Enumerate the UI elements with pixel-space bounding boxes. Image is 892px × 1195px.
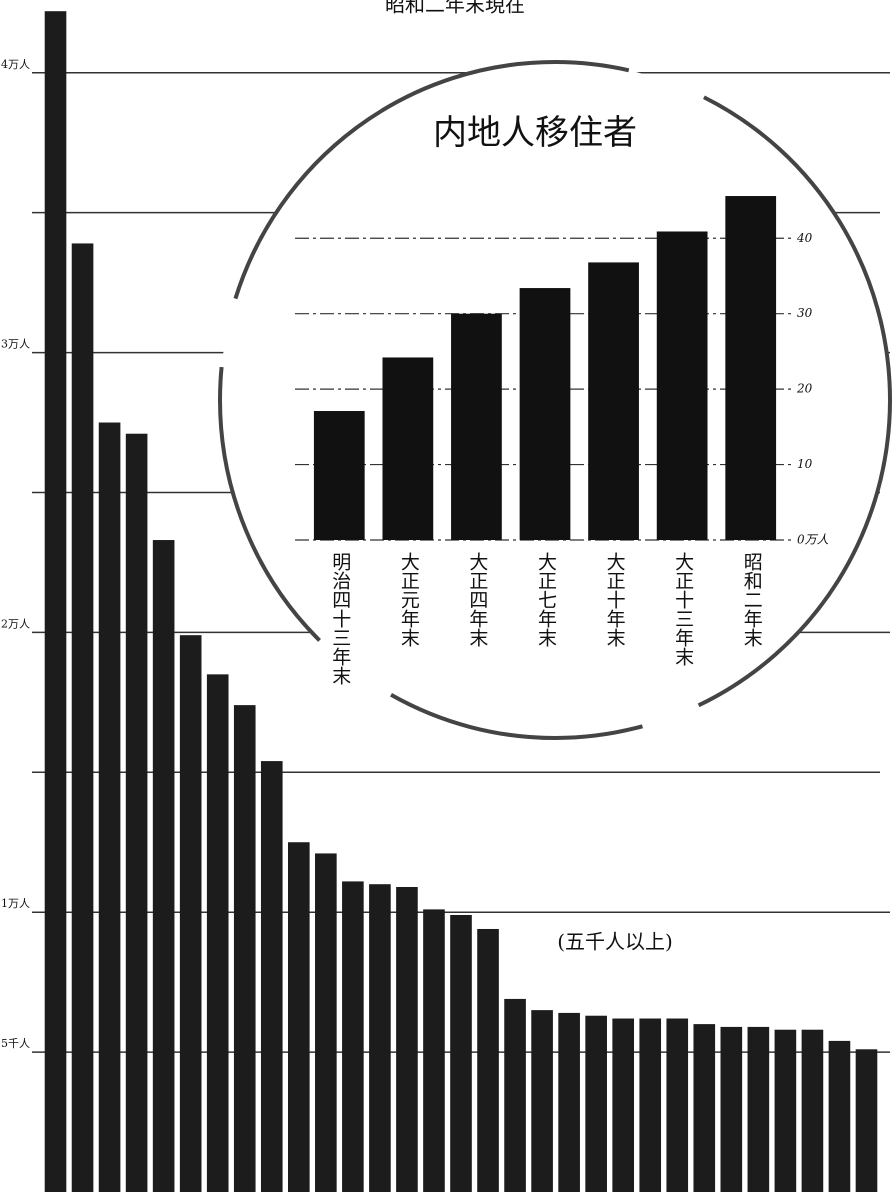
inset-title: 内地人移住者 — [433, 113, 637, 153]
bar — [531, 1010, 553, 1192]
y-tick-label: 30 — [797, 306, 813, 320]
bar — [152, 540, 175, 1192]
chart-title: 昭和二年末現在 — [385, 0, 525, 17]
bar — [451, 313, 502, 540]
bar — [179, 635, 202, 1192]
bar — [639, 1018, 662, 1192]
annotation: (五千人以上) — [557, 930, 673, 954]
bar — [260, 761, 283, 1192]
y-tick-label: 4万人 — [1, 58, 30, 71]
bar — [313, 411, 365, 540]
bar — [369, 884, 391, 1192]
bar — [342, 881, 364, 1192]
bar — [720, 1026, 743, 1192]
y-tick-label: 5千人 — [1, 1037, 30, 1050]
y-tick-label: 1万人 — [1, 897, 30, 910]
bar — [828, 1040, 851, 1192]
bar — [44, 11, 67, 1192]
bar — [656, 231, 708, 541]
bar — [855, 1049, 878, 1192]
x-tick-label: 大正元年末 — [398, 552, 420, 647]
bar — [504, 998, 526, 1192]
bar — [98, 422, 121, 1192]
bar — [585, 1015, 607, 1192]
inset-chart: 0万人 10 20 30 40 明治四十三年末 大正元年末 大正四年末 大正七年末 大正十年末 大正… — [295, 196, 829, 685]
x-tick-label: 大正十三年末 — [672, 552, 694, 666]
y-tick-label: 3万人 — [1, 338, 30, 351]
bar — [612, 1018, 635, 1192]
bar — [71, 243, 94, 1192]
y-tick-label: 10 — [797, 457, 813, 471]
y-tick-label: 2万人 — [1, 617, 30, 630]
bar — [693, 1024, 716, 1192]
bar — [477, 928, 499, 1192]
y-tick-label: 20 — [796, 382, 813, 396]
x-tick-label: 明治四十三年末 — [329, 552, 351, 685]
bar — [558, 1012, 580, 1192]
bar — [233, 705, 256, 1192]
bar — [725, 196, 777, 540]
y-tick-label: 40 — [796, 231, 813, 245]
x-tick-label: 大正七年末 — [535, 552, 557, 647]
bar — [801, 1029, 824, 1192]
bar — [206, 674, 229, 1192]
x-tick-label: 昭和二年末 — [741, 552, 763, 647]
bar — [382, 357, 434, 540]
x-tick-label: 大正十年末 — [604, 552, 626, 647]
main-chart: 4万人 3万人 2万人 1万人 5千人 — [1, 11, 890, 1192]
bar — [125, 433, 148, 1192]
bar — [774, 1029, 797, 1192]
bar — [396, 887, 418, 1192]
bar — [287, 842, 310, 1192]
bar — [747, 1026, 770, 1192]
bar — [450, 914, 472, 1192]
bar — [423, 909, 445, 1192]
y-tick-label: 0万人 — [797, 533, 829, 547]
x-tick-label: 大正四年末 — [466, 552, 488, 647]
bar — [519, 288, 571, 540]
bar — [315, 853, 337, 1192]
bar — [666, 1018, 689, 1192]
bar — [588, 262, 639, 540]
